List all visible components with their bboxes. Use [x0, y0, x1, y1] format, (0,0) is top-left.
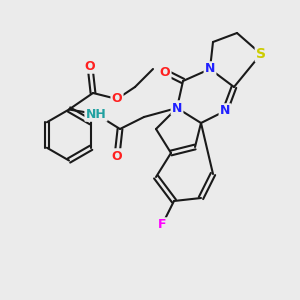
Text: O: O — [112, 92, 122, 106]
Text: O: O — [112, 149, 122, 163]
Text: F: F — [158, 218, 166, 232]
Text: N: N — [205, 62, 215, 76]
Text: N: N — [220, 104, 230, 118]
Text: S: S — [256, 47, 266, 61]
Text: O: O — [85, 59, 95, 73]
Text: O: O — [160, 65, 170, 79]
Text: NH: NH — [85, 107, 106, 121]
Text: N: N — [172, 101, 182, 115]
